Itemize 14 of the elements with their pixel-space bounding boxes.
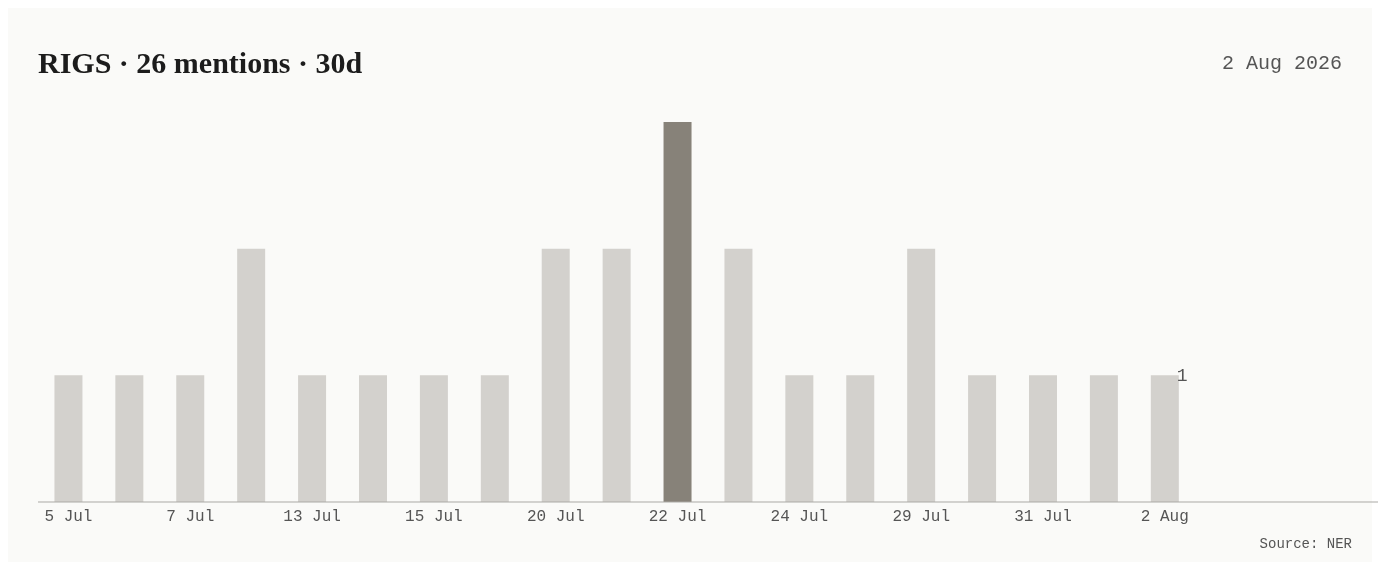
x-tick-label: 31 Jul bbox=[1014, 508, 1072, 527]
x-tick-label: 2 Aug bbox=[1140, 508, 1189, 527]
chart-title: RIGS · 26 mentions · 30d bbox=[38, 46, 363, 80]
x-tick-label: 7 Jul bbox=[166, 508, 215, 527]
x-tick-label: 29 Jul bbox=[892, 508, 950, 527]
x-tick-label: 22 Jul bbox=[648, 508, 707, 527]
x-tick-label: 24 Jul bbox=[770, 508, 829, 527]
source-note: Source: NER bbox=[1259, 536, 1352, 552]
chart-subtitle: 2 Aug 2026 bbox=[1221, 52, 1342, 75]
x-tick-label: 5 Jul bbox=[44, 508, 93, 527]
data-label: 1 bbox=[1176, 366, 1188, 387]
x-tick-label: 13 Jul bbox=[283, 508, 341, 527]
x-tick-label: 15 Jul bbox=[405, 508, 463, 527]
x-tick-label: 20 Jul bbox=[526, 508, 585, 527]
